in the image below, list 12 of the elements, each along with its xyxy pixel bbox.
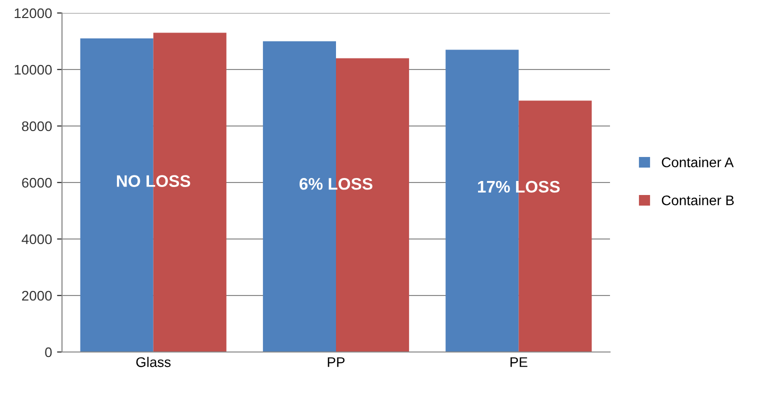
y-tick-label: 12000 bbox=[14, 8, 52, 18]
y-tick-label: 6000 bbox=[22, 178, 52, 188]
y-tick-label: 4000 bbox=[22, 234, 52, 244]
legend-label: Container A bbox=[662, 157, 734, 168]
x-tick-label: Glass bbox=[136, 356, 171, 368]
y-tick-label: 10000 bbox=[14, 64, 52, 75]
x-tick-label: PE bbox=[510, 357, 528, 367]
y-tick-label: 8000 bbox=[22, 121, 52, 132]
y-tick-label: 2000 bbox=[22, 290, 52, 301]
legend-label: Container B bbox=[662, 195, 734, 206]
y-tick-label: 0 bbox=[45, 347, 52, 358]
x-tick-label: PP bbox=[328, 357, 345, 367]
